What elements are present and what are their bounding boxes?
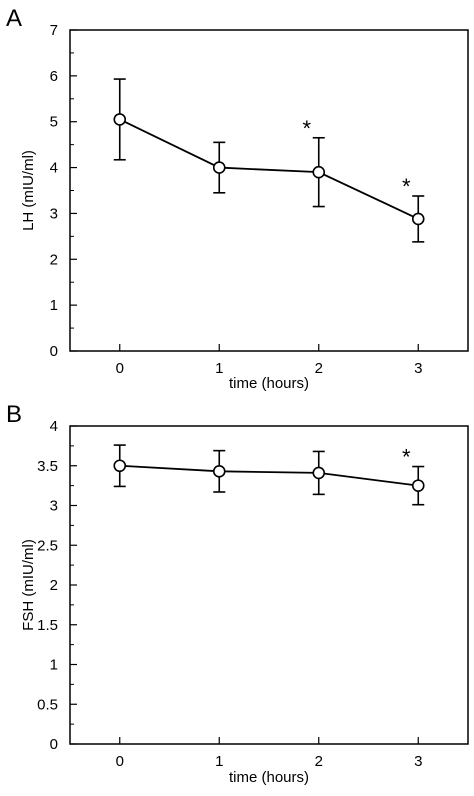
panel-a-lh-chart: A 0 1 2 3 4 5 6 7 0 1 2 3 time (hours) LH (mIU/ml) * * (6, 5, 469, 392)
x-axis-title: time (hours) (229, 769, 309, 786)
y-tick-label: 2 (50, 251, 58, 268)
x-axis-title: time (hours) (229, 375, 309, 392)
y-tick-label: 0.5 (37, 696, 58, 713)
x-tick-label: 2 (315, 360, 323, 377)
y-tick-label: 1 (50, 297, 58, 314)
y-tick-label: 1 (50, 657, 58, 674)
y-tick-label: 4 (50, 160, 58, 177)
y-tick-label: 6 (50, 68, 58, 85)
x-tick-label: 1 (215, 753, 223, 770)
series-line (119, 118, 419, 220)
data-point (113, 113, 127, 126)
y-tick-label: 5 (50, 114, 58, 131)
x-tick-label: 2 (315, 753, 323, 770)
y-tick-label: 4 (50, 418, 58, 435)
x-tick-label: 3 (414, 753, 422, 770)
y-tick-label: 0 (50, 736, 58, 753)
series-line (119, 464, 419, 487)
y-tick-label: 0 (50, 343, 58, 360)
data-point (411, 479, 425, 492)
significance-asterisk: * (402, 174, 411, 199)
panel-b-fsh-chart: B 0 0.5 1 1.5 2 2.5 3 3.5 4 0 1 2 3 time (hours) FSH (m… (6, 401, 469, 786)
data-point (312, 165, 326, 179)
data-point (411, 212, 425, 226)
data-point (212, 161, 226, 174)
y-axis-title: FSH (mIU/ml) (20, 539, 37, 631)
data-point (312, 466, 326, 480)
significance-asterisk: * (302, 116, 311, 141)
x-tick-label: 1 (215, 360, 223, 377)
y-tick-label: 2.5 (37, 537, 58, 554)
significance-asterisk: * (402, 445, 411, 470)
panel-label: B (6, 401, 22, 428)
y-tick-label: 2 (50, 577, 58, 594)
y-tick-label: 3.5 (37, 458, 58, 475)
x-tick-label: 3 (414, 360, 422, 377)
x-tick-label: 0 (116, 753, 124, 770)
y-tick-label: 3 (50, 498, 58, 515)
plot-frame (69, 425, 469, 745)
data-point (113, 459, 127, 473)
y-tick-label: 3 (50, 205, 58, 222)
y-tick-label: 1.5 (37, 617, 58, 634)
panel-label: A (6, 5, 22, 32)
x-tick-label: 0 (116, 360, 124, 377)
y-axis-title: LH (mIU/ml) (20, 150, 37, 231)
y-tick-label: 7 (50, 22, 58, 39)
data-point (212, 465, 226, 478)
